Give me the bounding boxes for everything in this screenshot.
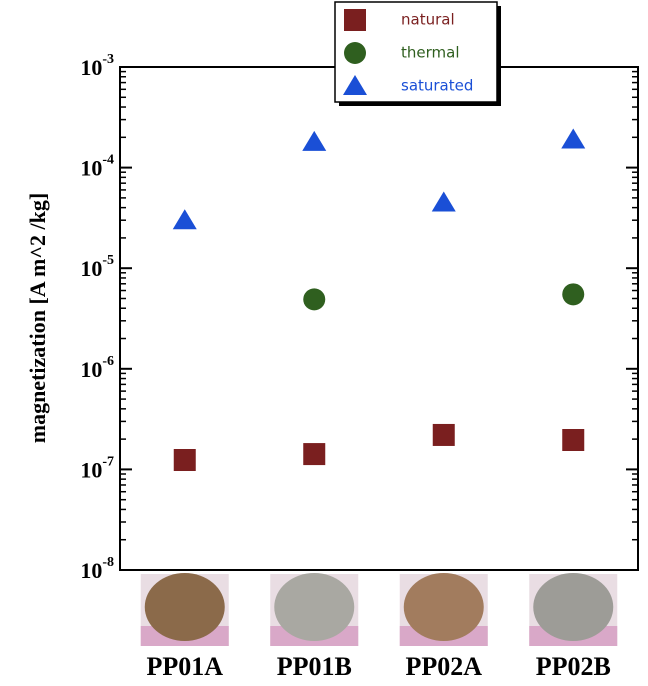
tick-base: 10	[80, 156, 102, 181]
legend-marker	[344, 9, 366, 31]
tick-base: 10	[80, 55, 102, 80]
legend-label: natural	[401, 11, 455, 29]
point	[562, 283, 584, 305]
tick-base: 10	[80, 457, 102, 482]
tick-base: 10	[80, 357, 102, 382]
tick-base: 10	[80, 558, 102, 583]
sample-photo	[145, 573, 225, 641]
x-tick-label: PP02A	[405, 652, 482, 681]
point	[433, 424, 455, 446]
legend-label: saturated	[401, 77, 473, 95]
tick-exponent: -6	[102, 354, 114, 369]
sample-photo	[274, 573, 354, 641]
y-axis-label: magnetization [A m^2 /kg]	[25, 193, 50, 444]
x-tick-label: PP02B	[536, 652, 611, 681]
tick-exponent: -4	[102, 153, 114, 168]
tick-exponent: -8	[102, 555, 114, 570]
sample-photo	[533, 573, 613, 641]
sample-photo	[404, 573, 484, 641]
legend-label: thermal	[401, 44, 460, 62]
tick-base: 10	[80, 256, 102, 281]
point	[562, 429, 584, 451]
point	[174, 449, 196, 471]
point	[303, 288, 325, 310]
chart: magnetization [A m^2 /kg] 10-810-710-610…	[0, 0, 648, 686]
point	[303, 443, 325, 465]
tick-exponent: -3	[102, 52, 114, 67]
legend-marker	[344, 42, 366, 64]
x-tick-label: PP01B	[277, 652, 352, 681]
x-tick-label: PP01A	[146, 652, 223, 681]
tick-exponent: -5	[102, 253, 114, 268]
tick-exponent: -7	[102, 454, 114, 469]
